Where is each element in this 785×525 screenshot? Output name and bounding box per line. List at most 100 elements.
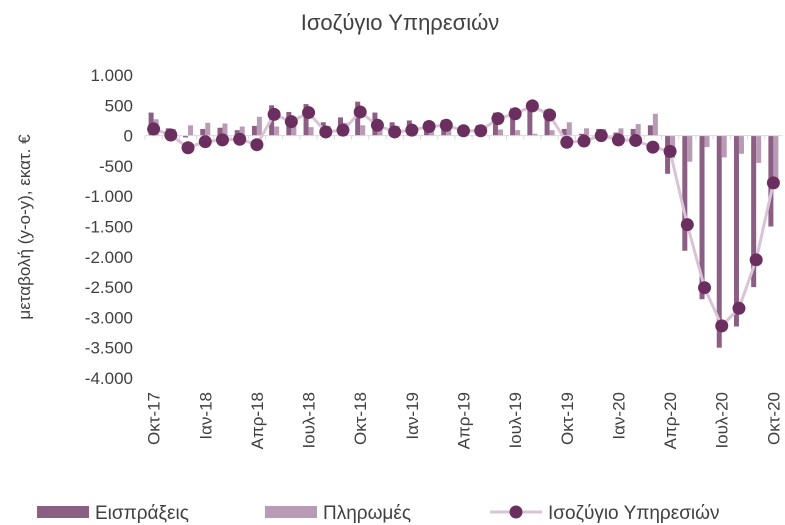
bar	[251, 125, 257, 136]
marker	[732, 301, 746, 315]
bar	[303, 104, 309, 136]
y-tick-label: -2.000	[85, 248, 133, 267]
bar	[635, 124, 641, 136]
bar	[291, 125, 297, 136]
chart-title: Ισοζύγιο Υπηρεσιών	[301, 10, 500, 35]
bar	[360, 125, 366, 136]
marker	[698, 281, 712, 295]
bar	[239, 126, 245, 136]
legend-swatch	[37, 506, 89, 518]
line	[153, 104, 775, 329]
y-tick-label: 0	[124, 127, 133, 146]
bar	[773, 135, 779, 180]
y-tick-label: 1.000	[90, 66, 133, 85]
bar	[544, 109, 550, 136]
bar	[497, 129, 503, 136]
bar	[510, 108, 516, 136]
y-tick-label: -1.500	[85, 218, 133, 237]
marker	[594, 129, 608, 143]
bar	[716, 135, 722, 348]
y-tick-label: -1.000	[85, 187, 133, 206]
marker	[336, 123, 350, 137]
bar	[256, 116, 262, 136]
marker	[457, 124, 470, 138]
marker	[577, 134, 591, 148]
bar	[446, 130, 452, 136]
bar	[549, 130, 555, 136]
marker	[491, 112, 505, 126]
bar	[579, 133, 585, 136]
bar	[355, 101, 361, 136]
marker	[250, 138, 264, 152]
y-tick-label: -3.500	[85, 339, 133, 358]
bar	[561, 128, 567, 136]
y-tick-label: -3.000	[85, 308, 133, 327]
marker	[629, 133, 643, 147]
bar	[515, 130, 521, 136]
x-tick-label: Απρ-19	[455, 392, 474, 449]
marker	[267, 107, 281, 121]
bar	[721, 135, 727, 158]
y-tick-label: -500	[99, 157, 133, 176]
x-tick-label: Ιουλ-19	[506, 392, 525, 449]
marker	[422, 120, 436, 134]
bar	[429, 130, 435, 136]
bar	[687, 135, 693, 162]
bar	[584, 128, 590, 136]
bar	[532, 133, 538, 136]
x-tick-label: Ιαν-19	[403, 392, 422, 440]
bar	[200, 128, 206, 136]
marker	[215, 133, 229, 147]
bar	[751, 135, 757, 288]
marker	[611, 133, 625, 147]
x-tick-label: Απρ-18	[248, 392, 267, 449]
marker	[663, 144, 677, 158]
marker	[543, 108, 557, 122]
marker	[233, 132, 247, 146]
y-tick-label: -4.000	[85, 369, 133, 388]
bar	[527, 104, 533, 136]
bar	[738, 135, 744, 154]
legend-label: Εισπράξεις	[95, 503, 189, 524]
bar	[756, 135, 762, 163]
marker	[474, 124, 488, 138]
legend-marker	[509, 505, 523, 519]
bar	[222, 123, 228, 136]
bar	[188, 125, 194, 136]
marker	[560, 135, 574, 149]
y-tick-label: -2.500	[85, 278, 133, 297]
bar	[652, 113, 658, 136]
x-tick-label: Ιουλ-20	[713, 392, 732, 449]
bar	[183, 135, 189, 138]
marker	[353, 105, 367, 119]
marker	[439, 118, 453, 132]
marker	[319, 125, 333, 139]
marker	[181, 141, 195, 155]
bar	[699, 135, 705, 300]
legend-label: Ισοζύγιο Υπηρεσιών	[548, 503, 719, 524]
x-tick-label: Οκτ-19	[558, 392, 577, 445]
bar	[630, 128, 636, 136]
x-tick-label: Ιαν-20	[609, 392, 628, 440]
marker	[766, 176, 780, 190]
marker	[680, 218, 694, 232]
marker	[749, 253, 763, 267]
bar	[704, 135, 710, 148]
y-tick-label: 500	[105, 96, 133, 115]
bar	[217, 127, 223, 136]
marker	[405, 123, 419, 137]
marker	[302, 106, 316, 120]
marker	[646, 140, 660, 154]
bar	[733, 135, 739, 327]
x-tick-label: Ιαν-18	[196, 392, 215, 440]
x-tick-label: Οκτ-17	[145, 392, 164, 445]
marker	[525, 99, 539, 113]
x-tick-label: Απρ-20	[661, 392, 680, 449]
bar	[205, 122, 211, 136]
marker	[147, 122, 161, 136]
bar	[234, 130, 240, 136]
x-tick-label: Ιουλ-18	[300, 392, 319, 449]
marker	[284, 115, 298, 129]
marker	[508, 107, 522, 121]
